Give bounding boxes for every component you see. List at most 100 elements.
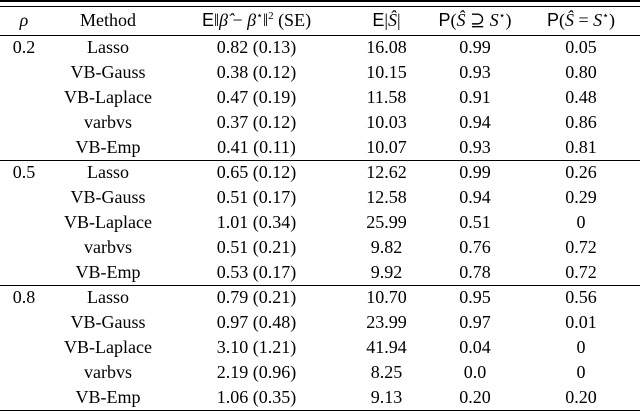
expected-size-cell: 12.62 — [345, 159, 428, 185]
expected-size-cell: 25.99 — [366, 212, 407, 232]
column-header-method: Method — [48, 7, 168, 36]
table-row: varbvs 0.37 (0.12) 10.03 0.94 0.86 — [0, 110, 640, 135]
mse-cell: 1.06 (0.35) — [216, 387, 297, 407]
s-hat-symbol: Ŝ — [564, 10, 574, 31]
method-cell: VB-Emp — [75, 261, 141, 282]
expected-size-cell: 12.58 — [366, 187, 407, 207]
prob-superset-cell: 0.99 — [428, 159, 522, 185]
expected-size-cell: 16.08 — [366, 37, 407, 58]
mse-cell: 0.53 (0.17) — [216, 261, 297, 282]
table-row: VB-Laplace 3.10 (1.21) 41.94 0.04 0 — [0, 335, 640, 360]
expected-size-cell: 11.58 — [366, 87, 407, 107]
prob-superset-cell: 0.04 — [459, 337, 491, 357]
prob-superset-cell: 0.94 — [459, 112, 491, 132]
prob-equal-cell: 0.05 — [565, 37, 597, 58]
method-cell: VB-Gauss — [70, 62, 146, 82]
rho-cell — [0, 185, 48, 210]
prob-equal-cell: 0.72 — [565, 261, 597, 282]
table-row: VB-Emp 0.53 (0.17) 9.92 0.78 0.72 — [0, 260, 640, 285]
mse-cell: 0.51 (0.21) — [216, 237, 297, 257]
prob-equal-cell: 0 — [576, 362, 586, 382]
mse-cell: 0.38 (0.12) — [216, 62, 297, 82]
method-cell: VB-Gauss — [70, 187, 146, 207]
rho-cell — [0, 235, 48, 260]
expected-size-cell: 10.03 — [366, 112, 407, 132]
beta-symbol: β — [247, 10, 257, 31]
rho-cell — [0, 335, 48, 360]
s-star-symbol: S — [489, 10, 499, 31]
rho-symbol: ρ — [19, 10, 29, 31]
top-double-rule — [0, 0, 640, 7]
table-row: VB-Gauss 0.97 (0.48) 23.99 0.97 0.01 — [0, 310, 640, 335]
prob-equal-cell: 0.26 — [522, 159, 640, 185]
prob-equal-cell: 0.48 — [565, 87, 597, 107]
method-cell: Lasso — [87, 37, 129, 58]
prob-equal-cell: 0 — [576, 337, 586, 357]
prob-equal-cell: 0.80 — [565, 62, 597, 82]
column-header-mse: E‖β̂ − β⋆‖2 (SE) — [168, 7, 345, 36]
mse-cell: 1.01 (0.34) — [216, 212, 297, 232]
prob-equal-cell: 0 — [576, 212, 586, 232]
rho-cell: 0.8 — [0, 284, 48, 310]
expected-size-cell: 23.99 — [366, 312, 407, 332]
prob-superset-cell: 0.93 — [459, 136, 491, 157]
results-table: ρ Method E‖β̂ − β⋆‖2 (SE) E|Ŝ| P(Ŝ ⊇ S⋆)… — [0, 7, 640, 410]
rho-cell — [0, 135, 48, 160]
mse-cell: 0.97 (0.48) — [216, 312, 297, 332]
rho-cell: 0.2 — [12, 37, 36, 58]
method-cell: VB-Laplace — [64, 87, 152, 107]
expected-size-cell: 9.82 — [370, 237, 403, 257]
rho-cell — [0, 210, 48, 235]
table-row: varbvs 0.51 (0.21) 9.82 0.76 0.72 — [0, 235, 640, 260]
expected-size-cell: 10.70 — [345, 284, 428, 310]
prob-equal-cell: 0.56 — [522, 284, 640, 310]
column-header-expected-size: E|Ŝ| — [345, 7, 428, 36]
prob-superset-cell: 0.95 — [428, 284, 522, 310]
prob-superset-cell: 0.78 — [459, 261, 491, 282]
prob-equal-cell: 0.81 — [565, 136, 597, 157]
mse-cell: 0.65 (0.12) — [168, 159, 345, 185]
method-cell: VB-Emp — [75, 136, 141, 157]
header-row: ρ Method E‖β̂ − β⋆‖2 (SE) E|Ŝ| P(Ŝ ⊇ S⋆)… — [0, 7, 640, 36]
mse-cell: 0.82 (0.13) — [216, 37, 297, 58]
table-row: 0.5 Lasso 0.65 (0.12) 12.62 0.99 0.26 — [0, 159, 640, 185]
prob-equal-cell: 0.29 — [565, 187, 597, 207]
method-cell: VB-Gauss — [70, 312, 146, 332]
mse-cell: 3.10 (1.21) — [216, 337, 297, 357]
expected-size-cell: 9.92 — [370, 261, 403, 282]
table-row: 0.2 Lasso 0.82 (0.13) 16.08 0.99 0.05 — [0, 35, 640, 60]
method-cell: VB-Emp — [75, 387, 141, 407]
prob-superset-cell: 0.76 — [459, 237, 491, 257]
column-header-rho: ρ — [0, 7, 48, 36]
rho-cell — [0, 110, 48, 135]
mse-cell: 0.79 (0.21) — [168, 284, 345, 310]
table-row: 0.8 Lasso 0.79 (0.21) 10.70 0.95 0.56 — [0, 284, 640, 310]
mse-cell: 2.19 (0.96) — [216, 362, 297, 382]
method-cell: Lasso — [48, 284, 168, 310]
bottom-double-rule — [0, 410, 640, 413]
prob-superset-cell: 0.0 — [463, 362, 487, 382]
expected-size-cell: 10.07 — [366, 136, 407, 157]
s-star-symbol: S — [593, 10, 603, 31]
rho-cell: 0.5 — [0, 159, 48, 185]
prob-superset-cell: 0.99 — [459, 37, 491, 58]
prob-superset-cell: 0.51 — [459, 212, 491, 232]
s-hat-symbol: Ŝ — [388, 10, 397, 31]
method-cell: varbvs — [84, 362, 132, 382]
table-row: VB-Emp 0.41 (0.11) 10.07 0.93 0.81 — [0, 135, 640, 160]
expected-size-cell: 10.15 — [366, 62, 407, 82]
mse-cell: 0.51 (0.17) — [216, 187, 297, 207]
prob-superset-cell: 0.91 — [459, 87, 491, 107]
rho-cell — [0, 385, 48, 410]
method-cell: VB-Laplace — [64, 212, 152, 232]
column-header-prob-superset: P(Ŝ ⊇ S⋆) — [428, 7, 522, 36]
method-cell: varbvs — [84, 112, 132, 132]
table-row: VB-Emp 1.06 (0.35) 9.13 0.20 0.20 — [0, 385, 640, 410]
expected-size-cell: 8.25 — [370, 362, 403, 382]
expected-size-cell: 41.94 — [366, 337, 407, 357]
rho-cell — [0, 310, 48, 335]
mse-cell: 0.41 (0.11) — [217, 136, 296, 157]
table-row: VB-Gauss 0.51 (0.17) 12.58 0.94 0.29 — [0, 185, 640, 210]
rho-cell — [0, 360, 48, 385]
